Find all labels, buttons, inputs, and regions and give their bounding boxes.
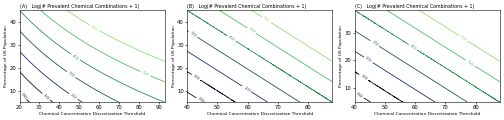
Text: (A)   Log(# Prevalent Chemical Combinations + 1): (A) Log(# Prevalent Chemical Combination…: [20, 4, 139, 9]
Text: 2.0: 2.0: [364, 56, 372, 63]
Text: 3.0: 3.0: [68, 71, 75, 78]
Y-axis label: Percentage of US Population: Percentage of US Population: [172, 25, 176, 87]
Text: 1.0: 1.0: [192, 74, 200, 81]
Text: 5.0: 5.0: [248, 27, 256, 35]
Text: 4.0: 4.0: [409, 44, 417, 51]
Text: 1.0: 1.0: [42, 93, 50, 101]
Text: 4.0: 4.0: [227, 35, 235, 42]
Y-axis label: Percentage of US Population: Percentage of US Population: [339, 25, 343, 87]
Text: 6.0: 6.0: [91, 24, 98, 31]
Text: 0.0: 0.0: [355, 91, 363, 99]
Text: 5.0: 5.0: [466, 59, 474, 67]
Text: 0.0: 0.0: [197, 97, 205, 104]
Text: 2.0: 2.0: [243, 85, 250, 93]
Text: 4.0: 4.0: [72, 53, 80, 61]
Text: 6.0: 6.0: [460, 35, 467, 42]
Text: 6.0: 6.0: [263, 16, 270, 23]
Text: (C)   Log(# Prevalent Chemical Combinations + 1): (C) Log(# Prevalent Chemical Combination…: [355, 4, 474, 9]
Text: 3.0: 3.0: [371, 40, 379, 47]
Text: 0.0: 0.0: [20, 92, 27, 100]
Text: 1.0: 1.0: [360, 74, 367, 81]
Y-axis label: Percentage of US Population: Percentage of US Population: [4, 25, 8, 87]
X-axis label: Chemical Concentration Discretization Threshold: Chemical Concentration Discretization Th…: [39, 112, 145, 116]
Text: 3.0: 3.0: [189, 31, 197, 38]
X-axis label: Chemical Concentration Discretization Threshold: Chemical Concentration Discretization Th…: [374, 112, 480, 116]
Text: (B)   Log(# Prevalent Chemical Combinations + 1): (B) Log(# Prevalent Chemical Combination…: [187, 4, 306, 9]
Text: 5.0: 5.0: [141, 70, 149, 77]
X-axis label: Chemical Concentration Discretization Threshold: Chemical Concentration Discretization Th…: [207, 112, 313, 116]
Text: 2.0: 2.0: [70, 93, 77, 100]
